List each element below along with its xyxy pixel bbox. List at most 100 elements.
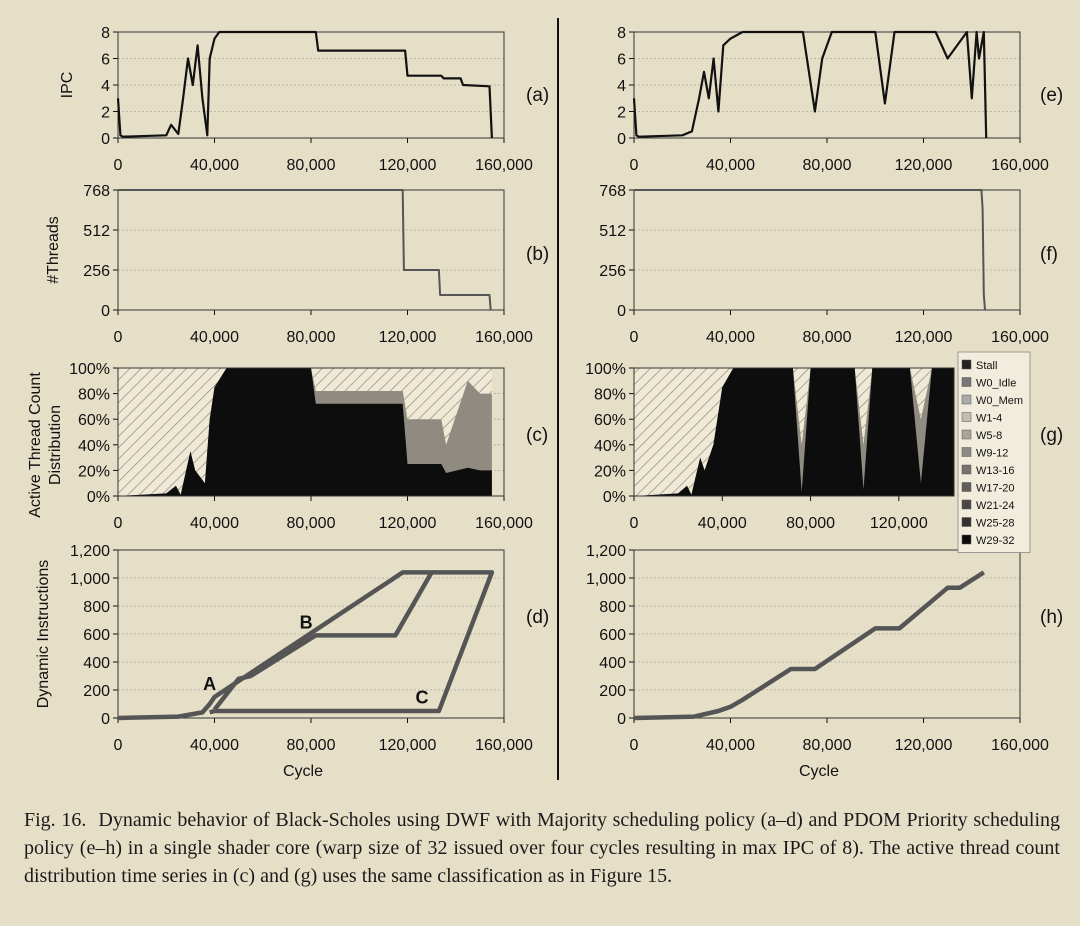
panel-f-ytick-label: 768: [599, 183, 626, 200]
panel-e-xtick-label: 0: [630, 157, 639, 174]
panel-d-ytick-label: 0: [101, 711, 110, 728]
panel-c-area-w29-32: [118, 368, 492, 496]
panel-b-xtick-label: 80,000: [287, 329, 336, 346]
panel-g-ytick-label: 100%: [585, 361, 626, 378]
panel-e-xtick-label: 120,000: [895, 157, 953, 174]
panel-h-ytick-label: 400: [599, 655, 626, 672]
panel-d-annotation-c: C: [415, 687, 428, 707]
panel-g-ytick-label: 80%: [594, 387, 626, 404]
panel-e-ytick-label: 2: [617, 105, 626, 122]
panel-e-series-line: [632, 30, 988, 139]
panel-a-xtick-label: 160,000: [475, 157, 533, 174]
legend-swatch-w1-4: [961, 412, 972, 422]
panel-d-xlabel: Cycle: [283, 763, 323, 780]
panel-c-ytick-label: 40%: [78, 438, 110, 455]
panel-h-xlabel: Cycle: [799, 763, 839, 780]
legend-label-w0_mem: W0_Mem: [976, 395, 1023, 407]
panel-h-xtick-label: 40,000: [706, 737, 755, 754]
panel-h-ytick-label: 200: [599, 683, 626, 700]
panel-f-xtick-label: 160,000: [991, 329, 1049, 346]
panel-d-xtick-label: 0: [114, 737, 123, 754]
panel-g-xtick-label: 0: [630, 515, 639, 532]
panel-b-xtick-label: 0: [114, 329, 123, 346]
panel-d-frame: [117, 549, 505, 719]
legend-label-w0_idle: W0_Idle: [976, 378, 1016, 390]
panel-c-ylabel-line1: Active Thread Count: [27, 372, 44, 518]
caption-text: Dynamic behavior of Black-Scholes using …: [24, 809, 1060, 887]
panel-h-ytick-label: 800: [599, 599, 626, 616]
panel-f-xtick-label: 120,000: [895, 329, 953, 346]
legend-swatch-w9-12: [961, 447, 972, 457]
panel-f-ytick-label: 0: [617, 303, 626, 320]
legend-label-w9-12: W9-12: [976, 448, 1008, 460]
legend-label-w21-24: W21-24: [976, 500, 1015, 512]
panel-f-ytick-label: 256: [599, 263, 626, 280]
legend-swatch-w0_idle: [961, 377, 972, 387]
panel-g-label: (g): [1040, 425, 1063, 446]
legend-label-w13-16: W13-16: [976, 465, 1015, 477]
panel-e-frame: [633, 31, 1021, 139]
panel-h-xtick-label: 160,000: [991, 737, 1049, 754]
panel-c-ylabel-line2: Distribution: [47, 405, 64, 485]
legend-swatch-w29-32: [961, 534, 972, 545]
panel-e-ytick-label: 6: [617, 52, 626, 69]
legend-swatch-w17-20: [961, 482, 972, 492]
panel-d-ytick-label: 1,000: [70, 571, 110, 588]
panel-c-frame-top: [117, 367, 505, 497]
panel-a-xtick-label: 80,000: [287, 157, 336, 174]
panel-e-ytick-label: 0: [617, 131, 626, 148]
panel-d-ytick-label: 1,200: [70, 543, 110, 560]
figure-canvas: 0 2 4 6 8 0 40,000 80,000 120,000 160,000 (a) IPC 0 2…: [27, 18, 1063, 780]
panel-g-ytick-label: 40%: [594, 438, 626, 455]
legend-label-w5-8: W5-8: [976, 430, 1002, 442]
panel-c-xtick-label: 0: [114, 515, 123, 532]
panel-d-xtick-label: 120,000: [379, 737, 437, 754]
panel-a-series-line: [116, 30, 493, 139]
panel-c-xtick-label: 40,000: [190, 515, 239, 532]
panel-h-series-line: [633, 570, 986, 721]
panel-a-xtick-label: 0: [114, 157, 123, 174]
panel-c-xtick-label: 120,000: [379, 515, 437, 532]
panel-h-ytick-label: 1,200: [586, 543, 626, 560]
legend-swatch-stall: [961, 359, 972, 370]
panel-d-ytick-label: 400: [83, 655, 110, 672]
panel-e-xtick-label: 160,000: [991, 157, 1049, 174]
panel-b-series-line: [118, 189, 492, 311]
panel-b-ytick-label: 512: [83, 223, 110, 240]
panel-g-xtick-label: 80,000: [786, 515, 835, 532]
panel-b-ylabel: #Threads: [45, 216, 62, 284]
panel-c-ytick-label: 100%: [69, 361, 110, 378]
panel-g-xtick-label: 40,000: [698, 515, 747, 532]
panel-b-xtick-label: 40,000: [190, 329, 239, 346]
panel-b-xtick-label: 120,000: [379, 329, 437, 346]
panel-a-ylabel: IPC: [59, 72, 76, 99]
panel-d-label: (d): [526, 607, 549, 628]
panel-a-ytick-label: 4: [101, 78, 110, 95]
panel-d-xtick-label: 80,000: [287, 737, 336, 754]
panel-g-xtick-label: 120,000: [870, 515, 928, 532]
panel-a-ytick-label: 6: [101, 52, 110, 69]
panel-b-ytick-label: 256: [83, 263, 110, 280]
legend-label-w17-20: W17-20: [976, 483, 1015, 495]
legend-swatch-w5-8: [961, 429, 972, 440]
panel-h-xtick-label: 120,000: [895, 737, 953, 754]
panel-e-xtick-label: 40,000: [706, 157, 755, 174]
panel-h-ytick-label: 1,000: [586, 571, 626, 588]
panel-d-ylabel: Dynamic Instructions: [35, 560, 52, 709]
panel-h-xtick-label: 80,000: [803, 737, 852, 754]
panel-g-ytick-label: 60%: [594, 412, 626, 429]
panel-b-frame: [117, 189, 505, 311]
panel-h-frame: [633, 549, 1021, 719]
panel-f-label: (f): [1040, 244, 1058, 265]
panel-e-ytick-label: 4: [617, 78, 626, 95]
panel-e-label: (e): [1040, 85, 1063, 106]
panel-f-series-line: [634, 189, 986, 311]
panel-g-frame-top: [633, 367, 955, 497]
panel-h-xtick-label: 0: [630, 737, 639, 754]
panel-c-ytick-label: 60%: [78, 412, 110, 429]
panel-a-xtick-label: 40,000: [190, 157, 239, 174]
panel-h-ytick-label: 600: [599, 627, 626, 644]
panel-c-ytick-label: 0%: [87, 489, 110, 506]
panel-b-xtick-label: 160,000: [475, 329, 533, 346]
figure-caption: Fig. 16. Dynamic behavior of Black-Schole…: [24, 806, 1060, 890]
